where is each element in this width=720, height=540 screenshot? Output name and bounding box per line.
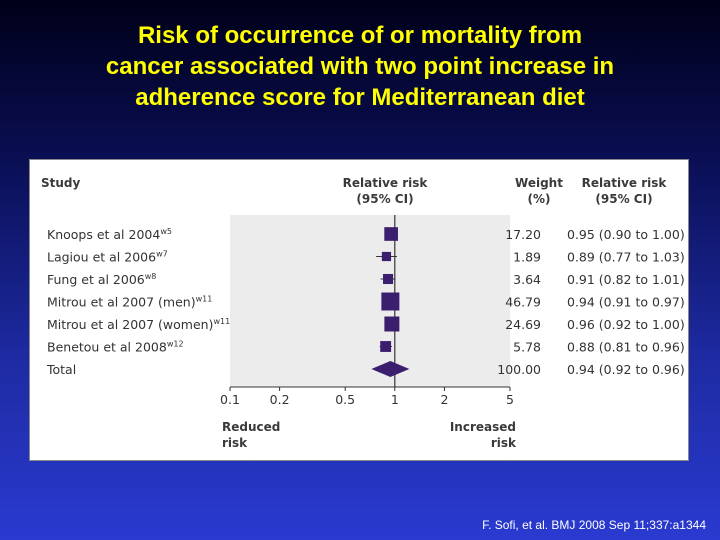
- x-tick-label-5: 5: [506, 392, 514, 407]
- plot-background: [230, 215, 510, 387]
- study-3-name: Mitrou et al 2007 (men)w11: [47, 295, 212, 310]
- study-5-rr-text: 0.88 (0.81 to 0.96): [567, 340, 685, 355]
- study-4-weight: 24.69: [505, 317, 541, 332]
- study-1-name: Lagiou et al 2006w7: [47, 250, 168, 265]
- x-tick-label-0: 0.1: [220, 392, 240, 407]
- header-study: Study: [41, 176, 81, 190]
- total-rr-text: 0.94 (0.92 to 0.96): [567, 362, 685, 377]
- axis-label-right-line2: risk: [491, 436, 517, 450]
- header-rr-col-line1: Relative risk: [582, 176, 668, 190]
- study-5-point: [380, 341, 392, 352]
- axis-label-right-line1: Increased: [450, 420, 516, 434]
- title-line-2: cancer associated with two point increas…: [105, 53, 615, 80]
- study-1-weight: 1.89: [513, 250, 541, 265]
- study-1-rr-text: 0.89 (0.77 to 1.03): [567, 250, 685, 265]
- header-rr-line2: (95% CI): [356, 192, 413, 206]
- header-weight-line2: (%): [528, 192, 551, 206]
- study-1-point: [381, 251, 392, 262]
- study-2-point: [383, 273, 394, 285]
- title-line-3: adherence score for Mediterranean diet: [135, 84, 585, 111]
- study-5-name: Benetou et al 2008w12: [47, 340, 184, 355]
- study-3-weight: 46.79: [505, 295, 541, 310]
- study-2-name: Fung et al 2006w8: [47, 272, 156, 287]
- x-tick-label-4: 2: [440, 392, 448, 407]
- total-weight: 100.00: [497, 362, 541, 377]
- x-tick-label-1: 0.2: [270, 392, 290, 407]
- citation: F. Sofi, et al. BMJ 2008 Sep 11;337:a134…: [482, 518, 706, 532]
- x-tick-label-2: 0.5: [335, 392, 355, 407]
- title-line-1: Risk of occurrence of or mortality from: [137, 22, 583, 49]
- study-4-point: [384, 316, 400, 332]
- forest-plot: Study Relative risk (95% CI) Weight (%) …: [41, 176, 685, 450]
- study-0-name: Knoops et al 2004w5: [47, 227, 172, 242]
- forest-plot-panel: Study Relative risk (95% CI) Weight (%) …: [29, 159, 689, 461]
- axis-label-left-line1: Reduced: [222, 420, 280, 434]
- header-weight-line1: Weight: [515, 176, 563, 190]
- study-3-rr-text: 0.94 (0.91 to 0.97): [567, 295, 685, 310]
- study-0-rr-text: 0.95 (0.90 to 1.00): [567, 227, 685, 242]
- study-0-weight: 17.20: [505, 227, 541, 242]
- header-rr-line1: Relative risk: [343, 176, 429, 190]
- study-0-point: [384, 227, 398, 241]
- axis-label-left-line2: risk: [222, 436, 248, 450]
- header-rr-col-line2: (95% CI): [595, 192, 652, 206]
- study-4-name: Mitrou et al 2007 (women)w11: [47, 317, 230, 332]
- total-diamond: [371, 361, 410, 377]
- study-5-weight: 5.78: [513, 340, 541, 355]
- study-2-weight: 3.64: [513, 272, 541, 287]
- x-tick-label-3: 1: [391, 392, 399, 407]
- study-3-point: [381, 292, 400, 311]
- slide-title: Risk of occurrence of or mortality from …: [20, 20, 700, 113]
- study-4-rr-text: 0.96 (0.92 to 1.00): [567, 317, 685, 332]
- total-name: Total: [46, 362, 76, 377]
- study-2-rr-text: 0.91 (0.82 to 1.01): [567, 272, 685, 287]
